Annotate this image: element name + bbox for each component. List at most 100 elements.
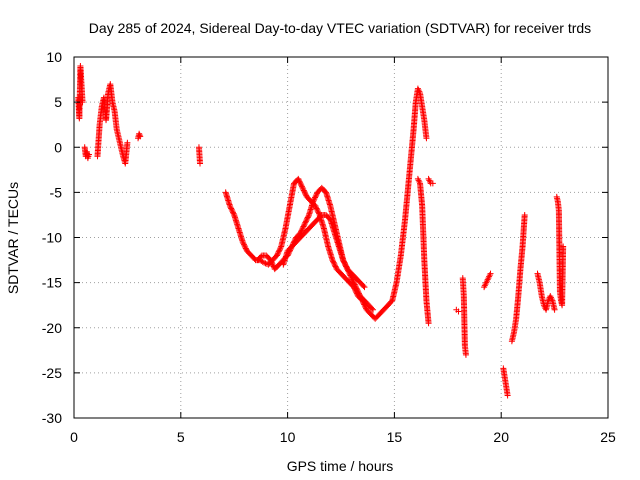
data-point	[368, 305, 375, 312]
data-point	[462, 350, 469, 357]
data-point	[242, 244, 249, 251]
data-point	[269, 262, 276, 269]
data-point	[504, 390, 511, 397]
data-point	[330, 259, 337, 266]
data-point	[305, 213, 312, 220]
data-point	[486, 272, 493, 279]
data-point	[271, 254, 278, 261]
data-point	[310, 197, 317, 204]
data-point	[303, 227, 310, 234]
data-point	[273, 263, 280, 270]
data-point	[313, 205, 320, 212]
data-point	[359, 281, 366, 288]
data-point	[124, 141, 131, 148]
data-point	[256, 254, 263, 261]
data-point	[242, 245, 249, 252]
grid-lines	[74, 57, 608, 418]
data-point	[324, 242, 331, 249]
data-point	[269, 260, 276, 267]
data-point	[427, 178, 433, 185]
data-point	[295, 177, 302, 184]
data-point	[79, 97, 86, 104]
data-point	[416, 88, 423, 95]
data-point	[548, 296, 555, 303]
y-tick-label: 0	[54, 139, 62, 155]
data-point	[355, 277, 362, 284]
data-point	[326, 201, 333, 208]
y-tick-label: -20	[42, 320, 62, 336]
data-point	[274, 251, 281, 258]
data-point	[312, 218, 319, 225]
y-tick-label: 10	[46, 49, 62, 65]
data-point	[510, 330, 517, 337]
x-axis-label: GPS time / hours	[287, 458, 394, 474]
data-point	[352, 284, 359, 291]
data-point	[250, 254, 257, 261]
data-point	[229, 209, 236, 216]
x-tick-label: 25	[600, 429, 616, 445]
data-point	[229, 208, 236, 215]
data-point	[341, 260, 348, 267]
data-point	[303, 217, 310, 224]
data-point	[343, 263, 350, 270]
y-axis-label: SDTVAR / TECUs	[5, 182, 21, 294]
x-tick-label: 0	[70, 429, 78, 445]
data-point	[309, 199, 316, 206]
y-tick-label: -30	[42, 410, 62, 426]
data-point	[312, 194, 319, 201]
data-point	[362, 304, 369, 311]
data-point	[300, 186, 307, 193]
data-point	[291, 241, 298, 248]
data-point	[276, 247, 283, 254]
data-point	[538, 291, 545, 298]
data-point	[423, 133, 430, 140]
data-point	[275, 249, 282, 256]
data-point	[296, 178, 303, 185]
data-point	[314, 208, 321, 215]
data-point	[268, 259, 275, 266]
data-point	[378, 308, 385, 315]
data-point	[299, 184, 306, 191]
data-point	[332, 263, 339, 270]
data-point	[346, 268, 353, 275]
data-point	[115, 133, 122, 140]
x-axis-ticks: 0 5 10 15 20 25	[70, 57, 616, 445]
data-point	[388, 298, 395, 305]
x-tick-label: 5	[177, 429, 185, 445]
data-point	[276, 246, 283, 253]
data-point	[113, 124, 120, 131]
data-point	[302, 191, 309, 198]
data-point	[329, 255, 336, 262]
data-point	[299, 232, 306, 239]
y-tick-label: -10	[42, 230, 62, 246]
data-point	[344, 277, 351, 284]
data-point	[353, 285, 360, 292]
data-point	[313, 191, 320, 198]
x-tick-label: 10	[280, 429, 296, 445]
data-point	[136, 132, 143, 139]
data-point	[299, 226, 306, 233]
data-point	[300, 223, 307, 230]
data-point	[374, 313, 381, 320]
data-point	[111, 106, 118, 113]
data-point	[227, 204, 234, 211]
data-point	[325, 214, 332, 221]
data-point	[349, 277, 356, 284]
data-point	[286, 245, 293, 252]
data-point	[560, 244, 567, 251]
data-point	[298, 227, 305, 234]
data-point	[295, 236, 302, 243]
data-point	[320, 224, 327, 231]
data-point	[85, 153, 92, 160]
y-tick-label: 5	[54, 94, 62, 110]
data-point	[298, 183, 305, 190]
data-point	[351, 280, 358, 287]
data-point	[355, 289, 362, 296]
data-point	[268, 258, 275, 265]
data-point	[350, 278, 357, 285]
data-point	[282, 226, 289, 233]
data-point	[228, 206, 235, 213]
data-point	[363, 299, 370, 306]
data-point	[246, 250, 253, 257]
